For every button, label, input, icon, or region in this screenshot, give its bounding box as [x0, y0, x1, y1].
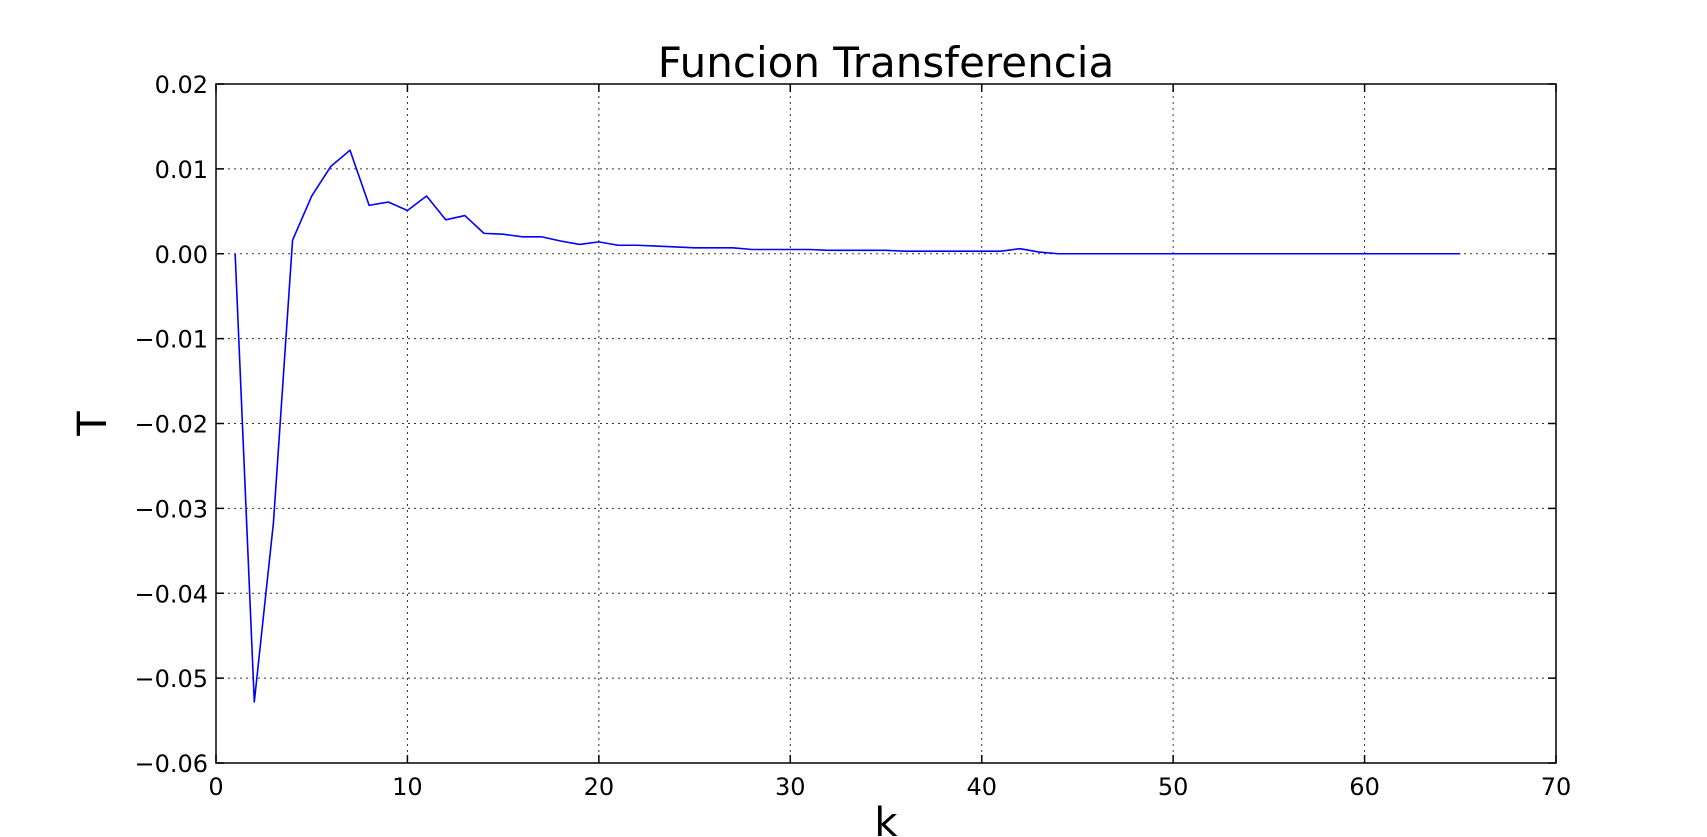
x-tick-label: 0	[208, 773, 223, 801]
x-tick-labels: 0 10 20 30 40 50 60 70	[208, 773, 1571, 801]
y-tick-label: −0.03	[134, 495, 208, 523]
series-line	[234, 149, 1461, 703]
ticks-group	[215, 83, 1557, 764]
series-group	[234, 149, 1461, 703]
y-tick-label: −0.01	[134, 326, 208, 354]
y-tick-label: −0.05	[134, 665, 208, 693]
x-tick-label: 70	[1541, 773, 1572, 801]
x-axis-label: k	[874, 800, 898, 837]
y-tick-label: −0.06	[134, 750, 208, 778]
y-tick-label: 0.01	[155, 156, 208, 184]
y-tick-label: 0.00	[155, 241, 208, 269]
x-tick-label: 10	[392, 773, 423, 801]
x-tick-label: 40	[966, 773, 997, 801]
x-tick-label: 20	[584, 773, 615, 801]
chart-title: Funcion Transferencia	[658, 38, 1114, 87]
y-tick-labels: 0.02 0.01 0.00 −0.01 −0.02 −0.03 −0.04 −0.05 −0.…	[134, 71, 208, 778]
y-axis-label: T	[70, 411, 116, 437]
x-tick-label: 30	[775, 773, 806, 801]
y-tick-label: −0.02	[134, 411, 208, 439]
x-tick-label: 50	[1158, 773, 1189, 801]
y-tick-label: −0.04	[134, 580, 208, 608]
y-tick-label: 0.02	[155, 71, 208, 99]
x-tick-label: 60	[1349, 773, 1380, 801]
